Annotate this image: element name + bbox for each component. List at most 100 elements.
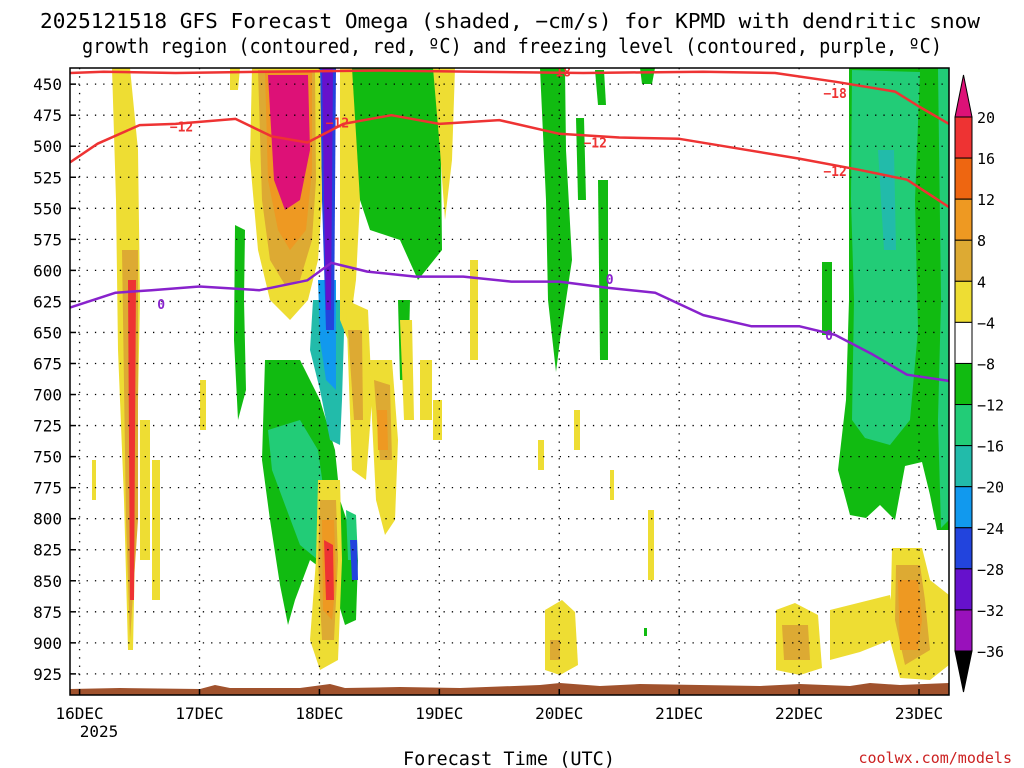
colorbar-label-5: −4	[977, 314, 995, 332]
omega-region-30	[377, 410, 388, 450]
colorbar-label-10: −24	[977, 520, 1004, 538]
omega-region-55	[782, 625, 810, 660]
omega-region-51	[574, 410, 580, 450]
contour-label-6: 0	[157, 298, 165, 313]
y-tick-label-675: 675	[33, 354, 62, 373]
y-tick-label-900: 900	[33, 634, 62, 653]
x-tick-label-21DEC: 21DEC	[655, 704, 703, 723]
chart-title-line2: growth region (contoured, red, ºC) and f…	[82, 34, 942, 58]
omega-region-24	[268, 75, 310, 210]
colorbar-label-1: 16	[977, 150, 995, 168]
omega-region-5	[540, 68, 572, 372]
colorbar-bin-0	[954, 116, 973, 159]
omega-region-9	[595, 70, 606, 105]
colorbar-bin-1	[954, 157, 973, 200]
omega-region-42	[200, 380, 206, 430]
y-tick-label-850: 850	[33, 572, 62, 591]
omega-region-2	[938, 68, 949, 528]
omega-region-50	[538, 440, 544, 470]
omega-region-47	[324, 540, 334, 600]
y-tick-label-475: 475	[33, 106, 62, 125]
omega-region-34	[433, 68, 455, 220]
plot-background	[70, 68, 949, 695]
omega-region-48	[545, 600, 578, 675]
omega-region-16	[350, 540, 358, 580]
contour-label-0: −18	[548, 66, 572, 81]
colorbar-bin-11	[954, 568, 973, 611]
y-tick-label-775: 775	[33, 479, 62, 498]
y-tick-label-750: 750	[33, 448, 62, 467]
colorbar-bin-10	[954, 527, 973, 570]
y-tick-label-500: 500	[33, 137, 62, 156]
y-tick-label-825: 825	[33, 541, 62, 560]
temperature-contours: −18 −18 −12 −12 −12 −12 0 0 0	[70, 66, 949, 383]
contour-label-7: 0	[606, 273, 614, 288]
omega-region-32	[420, 360, 432, 420]
omega-region-25	[340, 68, 360, 340]
x-tick-label-19DEC: 19DEC	[415, 704, 463, 723]
omega-region-13	[234, 225, 246, 420]
x-axis-label: Forecast Time (UTC)	[403, 748, 615, 768]
omega-region-39	[140, 420, 150, 560]
omega-region-60	[644, 628, 647, 636]
colorbar-bottom-arrow	[954, 650, 973, 693]
colorbar-label-7: −12	[977, 397, 1004, 415]
colorbar-bin-9	[954, 486, 973, 529]
colorbar-bin-3	[954, 239, 973, 282]
y-tick-label-700: 700	[33, 386, 62, 405]
colorbar-label-2: 12	[977, 191, 995, 209]
colorbar-bin-12	[954, 609, 973, 652]
y-tick-label-525: 525	[33, 168, 62, 187]
x-tick-label-17DEC: 17DEC	[175, 704, 223, 723]
y-tick-label-800: 800	[33, 510, 62, 529]
x-axis-year-label: 2025	[80, 722, 119, 741]
colorbar-label-0: 20	[977, 109, 995, 127]
omega-region-59	[898, 580, 922, 650]
contour-label-3: −12	[326, 117, 349, 132]
y-tick-label-925: 925	[33, 665, 62, 684]
x-tick-label-23DEC: 23DEC	[895, 704, 943, 723]
colorbar-bin-4	[954, 280, 973, 323]
omega-region-7	[576, 118, 586, 200]
omega-region-43	[92, 460, 96, 500]
contour-label-5: −12	[823, 165, 846, 180]
omega-region-20	[322, 68, 333, 310]
omega-region-53	[610, 470, 614, 500]
contour-line--12C	[70, 113, 949, 209]
omega-region-49	[550, 640, 560, 660]
y-tick-label-650: 650	[33, 323, 62, 342]
colorbar-bin-6	[954, 362, 973, 406]
contour-label-4: −12	[583, 136, 606, 151]
omega-region-38	[128, 280, 136, 600]
omega-region-27	[348, 330, 363, 420]
contour-line-0C	[70, 261, 949, 383]
omega-region-33	[433, 400, 442, 440]
y-tick-label-550: 550	[33, 199, 62, 218]
colorbar-bin-7	[954, 404, 973, 447]
omega-region-40	[152, 460, 160, 600]
y-tick-label-875: 875	[33, 603, 62, 622]
colorbar-top-arrow	[954, 74, 973, 118]
colorbar-label-11: −28	[977, 561, 1004, 579]
y-tick-label-725: 725	[33, 417, 62, 436]
x-tick-label-20DEC: 20DEC	[535, 704, 583, 723]
colorbar-label-9: −20	[977, 479, 1004, 497]
contour-label-1: −18	[823, 87, 847, 102]
y-tick-label-600: 600	[33, 261, 62, 280]
colorbar-label-8: −16	[977, 438, 1004, 456]
contour-label-2: −12	[170, 120, 193, 135]
x-tick-label-22DEC: 22DEC	[775, 704, 823, 723]
omega-region-1	[851, 70, 920, 445]
omega-region-35	[470, 260, 478, 360]
colorbar-label-13: −36	[977, 643, 1004, 661]
plot-frame	[69, 67, 950, 696]
y-tick-label-450: 450	[33, 75, 62, 94]
colorbar-bin-2	[954, 198, 973, 241]
omega-region-6	[598, 180, 608, 360]
terrain-surface	[70, 683, 949, 695]
omega-region-56	[830, 595, 895, 660]
omega-region-52	[648, 510, 654, 580]
omega-region-41	[230, 68, 240, 90]
y-tick-label-575: 575	[33, 230, 62, 249]
